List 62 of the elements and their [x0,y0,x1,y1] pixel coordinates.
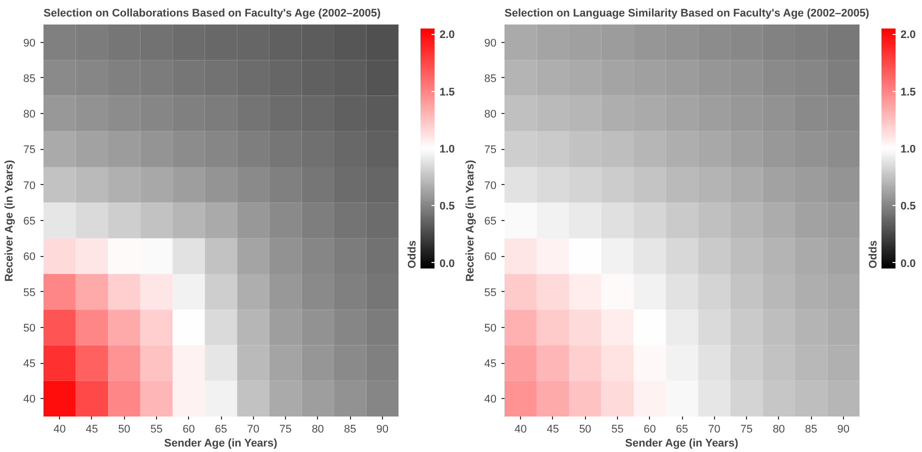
y-tick-label: 65 [23,216,36,228]
y-tick-label: 40 [23,394,36,406]
x-tick-label: 40 [54,424,66,436]
y-tick-label: 85 [23,72,36,85]
x-tick-label: 70 [247,424,260,436]
color-bar-title: Odds [868,240,880,268]
y-axis-title: Receiver Age (in Years) [464,160,476,282]
x-tick-label: 55 [611,424,624,436]
x-tick-label: 85 [344,424,356,436]
x-tick-label: 90 [376,424,388,436]
y-tick-label: 90 [484,37,497,50]
x-tick-label: 60 [644,424,656,436]
x-tick-label: 55 [150,424,163,436]
chart-title: Selection on Collaborations Based on Faculty's Age (2002–2005) [44,8,382,20]
x-tick-label: 80 [772,424,785,436]
color-bar-label: 2.0 [440,29,455,42]
y-tick-label: 70 [23,180,36,192]
y-tick-label: 80 [23,108,36,121]
color-bar-label: 2.0 [900,29,916,42]
y-tick-label: 45 [23,358,36,370]
y-tick-label: 80 [484,108,497,121]
x-tick-label: 75 [279,424,292,436]
x-tick-label: 45 [546,424,560,436]
y-tick-label: 45 [484,358,497,370]
color-bar-label: 1.0 [900,144,916,156]
y-tick-label: 70 [484,180,497,192]
y-tick-label: 60 [23,251,36,264]
color-bar-label: 1.5 [440,86,455,98]
x-tick-label: 75 [740,424,753,436]
y-tick-label: 55 [484,286,497,299]
x-tick-label: 70 [708,424,720,436]
y-axis-title: Receiver Age (in Years) [3,160,16,282]
x-tick-label: 50 [118,424,130,436]
color-bar-title: Odds [406,240,418,268]
x-tick-label: 80 [312,424,324,436]
color-bar-label: 0.5 [900,200,916,213]
x-tick-label: 90 [837,424,850,436]
y-tick-label: 75 [23,144,36,156]
x-axis-title: Sender Age (in Years) [625,438,739,450]
y-tick-label: 50 [23,322,36,334]
y-tick-label: 50 [484,322,497,334]
y-tick-label: 90 [23,37,36,50]
color-bar-label: 1.0 [440,144,455,156]
chart-title: Selection on Language Similarity Based on Faculty's Age (2002–2005) [504,8,870,20]
color-bar-label: 0.0 [440,258,455,270]
x-tick-label: 50 [579,424,592,436]
y-tick-label: 60 [484,251,497,264]
color-bar-label: 0.5 [440,200,455,213]
x-axis-title: Sender Age (in Years) [164,438,278,450]
x-tick-label: 45 [86,424,98,436]
x-tick-label: 65 [214,424,228,436]
color-bar-label: 1.5 [900,86,916,98]
y-tick-label: 40 [484,394,497,406]
y-tick-label: 55 [23,286,36,299]
y-tick-label: 75 [484,144,497,156]
x-tick-label: 40 [514,424,527,436]
color-bar-label: 0.0 [900,258,916,270]
x-tick-label: 65 [676,424,688,436]
x-tick-label: 85 [804,424,818,436]
y-tick-label: 85 [484,72,497,85]
x-tick-label: 60 [182,424,195,436]
y-tick-label: 65 [484,216,497,228]
